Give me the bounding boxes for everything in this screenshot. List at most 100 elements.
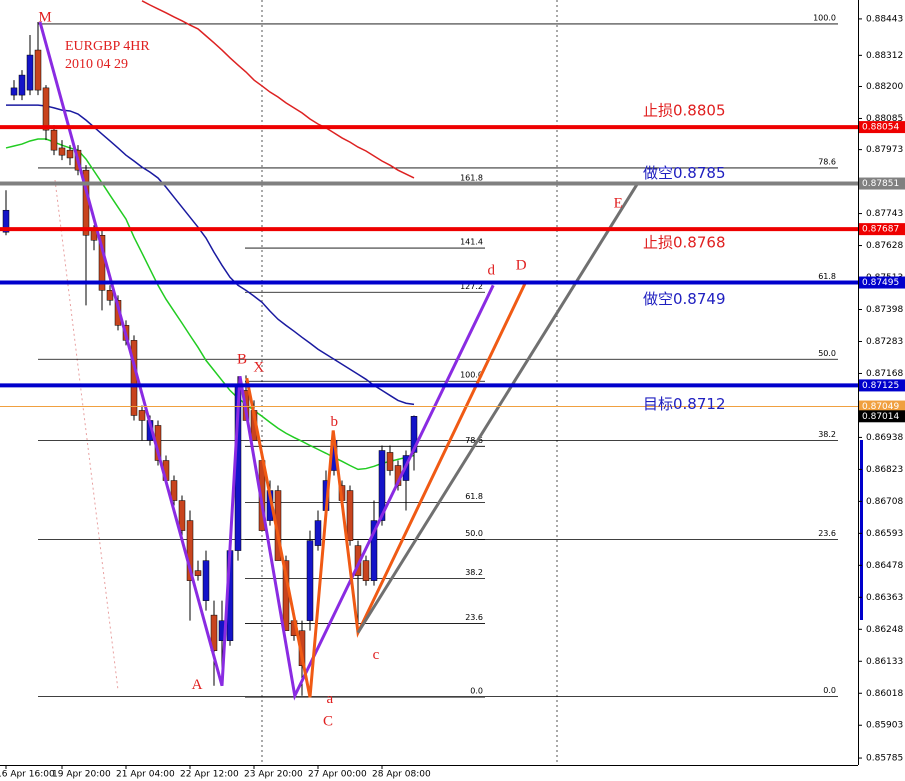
pattern-line [38, 21, 495, 701]
pattern-label: B [237, 352, 247, 368]
pattern-label: c [373, 647, 380, 663]
y-tick-label: 0.87398 [866, 305, 903, 315]
level-text: 做空0.8749 [643, 290, 726, 308]
y-tick-label: 0.86478 [866, 561, 903, 571]
fib-label: 161.8 [460, 174, 483, 183]
y-tick-label: 0.88312 [866, 51, 903, 61]
pattern-label: X [253, 360, 264, 376]
price-box [859, 400, 905, 413]
pattern-label: M [38, 9, 51, 25]
y-tick-label: 0.87283 [866, 337, 903, 347]
pattern-label: C [323, 714, 333, 730]
candle-body [210, 614, 218, 651]
price-box [859, 121, 905, 134]
candle-body [386, 452, 394, 471]
y-tick-label: 0.88200 [866, 82, 903, 92]
y-tick-label: 0.86823 [866, 465, 903, 475]
plot-area: 100.0 78.6 61.8 50.0 38.2 23.6 0.0 161.8 141.4 12… [0, 0, 858, 701]
y-tick-label: 0.87743 [866, 209, 903, 219]
price-box [859, 410, 905, 423]
x-tick-label: 27 Apr 00:00 [308, 770, 367, 780]
moving-average [141, 0, 415, 179]
y-tick-label: 0.86593 [866, 529, 903, 539]
fib-label: 50.0 [465, 529, 483, 538]
fib-label: 23.6 [818, 529, 836, 538]
fib-label: 0.0 [470, 687, 483, 696]
y-tick-label: 0.87973 [866, 145, 903, 155]
y-tick-label: 0.88085 [866, 114, 903, 124]
fib-label: 100.0 [460, 371, 483, 380]
candle-body [314, 520, 322, 546]
x-tick-label: 23 Apr 20:00 [244, 770, 303, 780]
candle-body [370, 520, 378, 581]
candle-body [138, 410, 146, 421]
pattern-label: E [614, 196, 623, 212]
fib-label: 50.0 [818, 349, 836, 358]
price-box-label: 0.88054 [862, 123, 899, 133]
axes: 0.88443 0.88312 0.88200 0.88085 0.87973 0.877… [0, 14, 905, 780]
x-tick-label: 16 Apr 16:00 [0, 770, 55, 780]
candle-body [18, 74, 26, 96]
candle-body [306, 540, 314, 621]
y-tick-label: 0.86938 [866, 433, 903, 443]
indicator-bar [860, 440, 863, 620]
fib-label: 61.8 [465, 492, 483, 501]
fib-label: 61.8 [818, 272, 836, 281]
x-tick-label: 28 Apr 08:00 [372, 770, 431, 780]
candle-body [178, 500, 186, 531]
price-box-label: 0.87851 [862, 179, 899, 189]
price-box [859, 223, 905, 236]
candle-body [2, 209, 10, 233]
y-tick-label: 0.86708 [866, 497, 903, 507]
candle-body [170, 480, 178, 501]
price-box [859, 379, 905, 392]
y-tick-label: 0.86133 [866, 657, 903, 667]
price-box [859, 177, 905, 190]
y-tick-label: 0.85785 [866, 754, 903, 764]
fib-label: 141.4 [460, 238, 483, 247]
level-text: 目标0.8712 [643, 395, 726, 413]
pattern-label: a [326, 691, 333, 707]
price-box-label: 0.87049 [862, 402, 899, 412]
candle-body [58, 147, 66, 156]
candle-body [106, 290, 114, 301]
candle-body [194, 570, 202, 576]
price-box [859, 276, 905, 289]
pattern-label: d [487, 263, 495, 279]
candle-body [346, 490, 354, 541]
y-tick-label: 0.88443 [866, 14, 903, 24]
fib-label: 127.2 [460, 282, 483, 291]
y-tick-label: 0.86018 [866, 689, 903, 699]
moving-average [6, 104, 415, 406]
y-tick-label: 0.87628 [866, 241, 903, 251]
pattern-label: D [516, 258, 527, 274]
candle-body [50, 129, 58, 151]
level-text: 止损0.8768 [643, 234, 726, 252]
pattern-label: A [192, 677, 203, 693]
fib-label: 23.6 [465, 613, 483, 622]
y-tick-label: 0.87168 [866, 369, 903, 379]
fib-label: 78.6 [818, 157, 836, 166]
candle-body [202, 560, 210, 601]
candle-body [66, 149, 74, 159]
current-price: 0.87014 [862, 412, 899, 422]
y-tick-label: 0.86248 [866, 625, 903, 635]
fib-label: 38.2 [465, 568, 483, 577]
pattern-line [245, 282, 527, 698]
pattern-line [356, 183, 639, 634]
candle-body [34, 49, 42, 91]
fib-label: 100.0 [813, 13, 836, 22]
level-text: 止损0.8805 [643, 102, 726, 120]
y-tick-label: 0.85903 [866, 721, 903, 731]
fib-label: 38.2 [818, 430, 836, 439]
candle-body [378, 450, 386, 521]
level-text: 做空0.8785 [643, 164, 726, 182]
price-box-label: 0.87495 [862, 278, 899, 288]
candle-body [362, 560, 370, 581]
price-box-label: 0.87125 [862, 381, 899, 391]
price-box-label: 0.87687 [862, 225, 899, 235]
candle-body [26, 54, 34, 91]
